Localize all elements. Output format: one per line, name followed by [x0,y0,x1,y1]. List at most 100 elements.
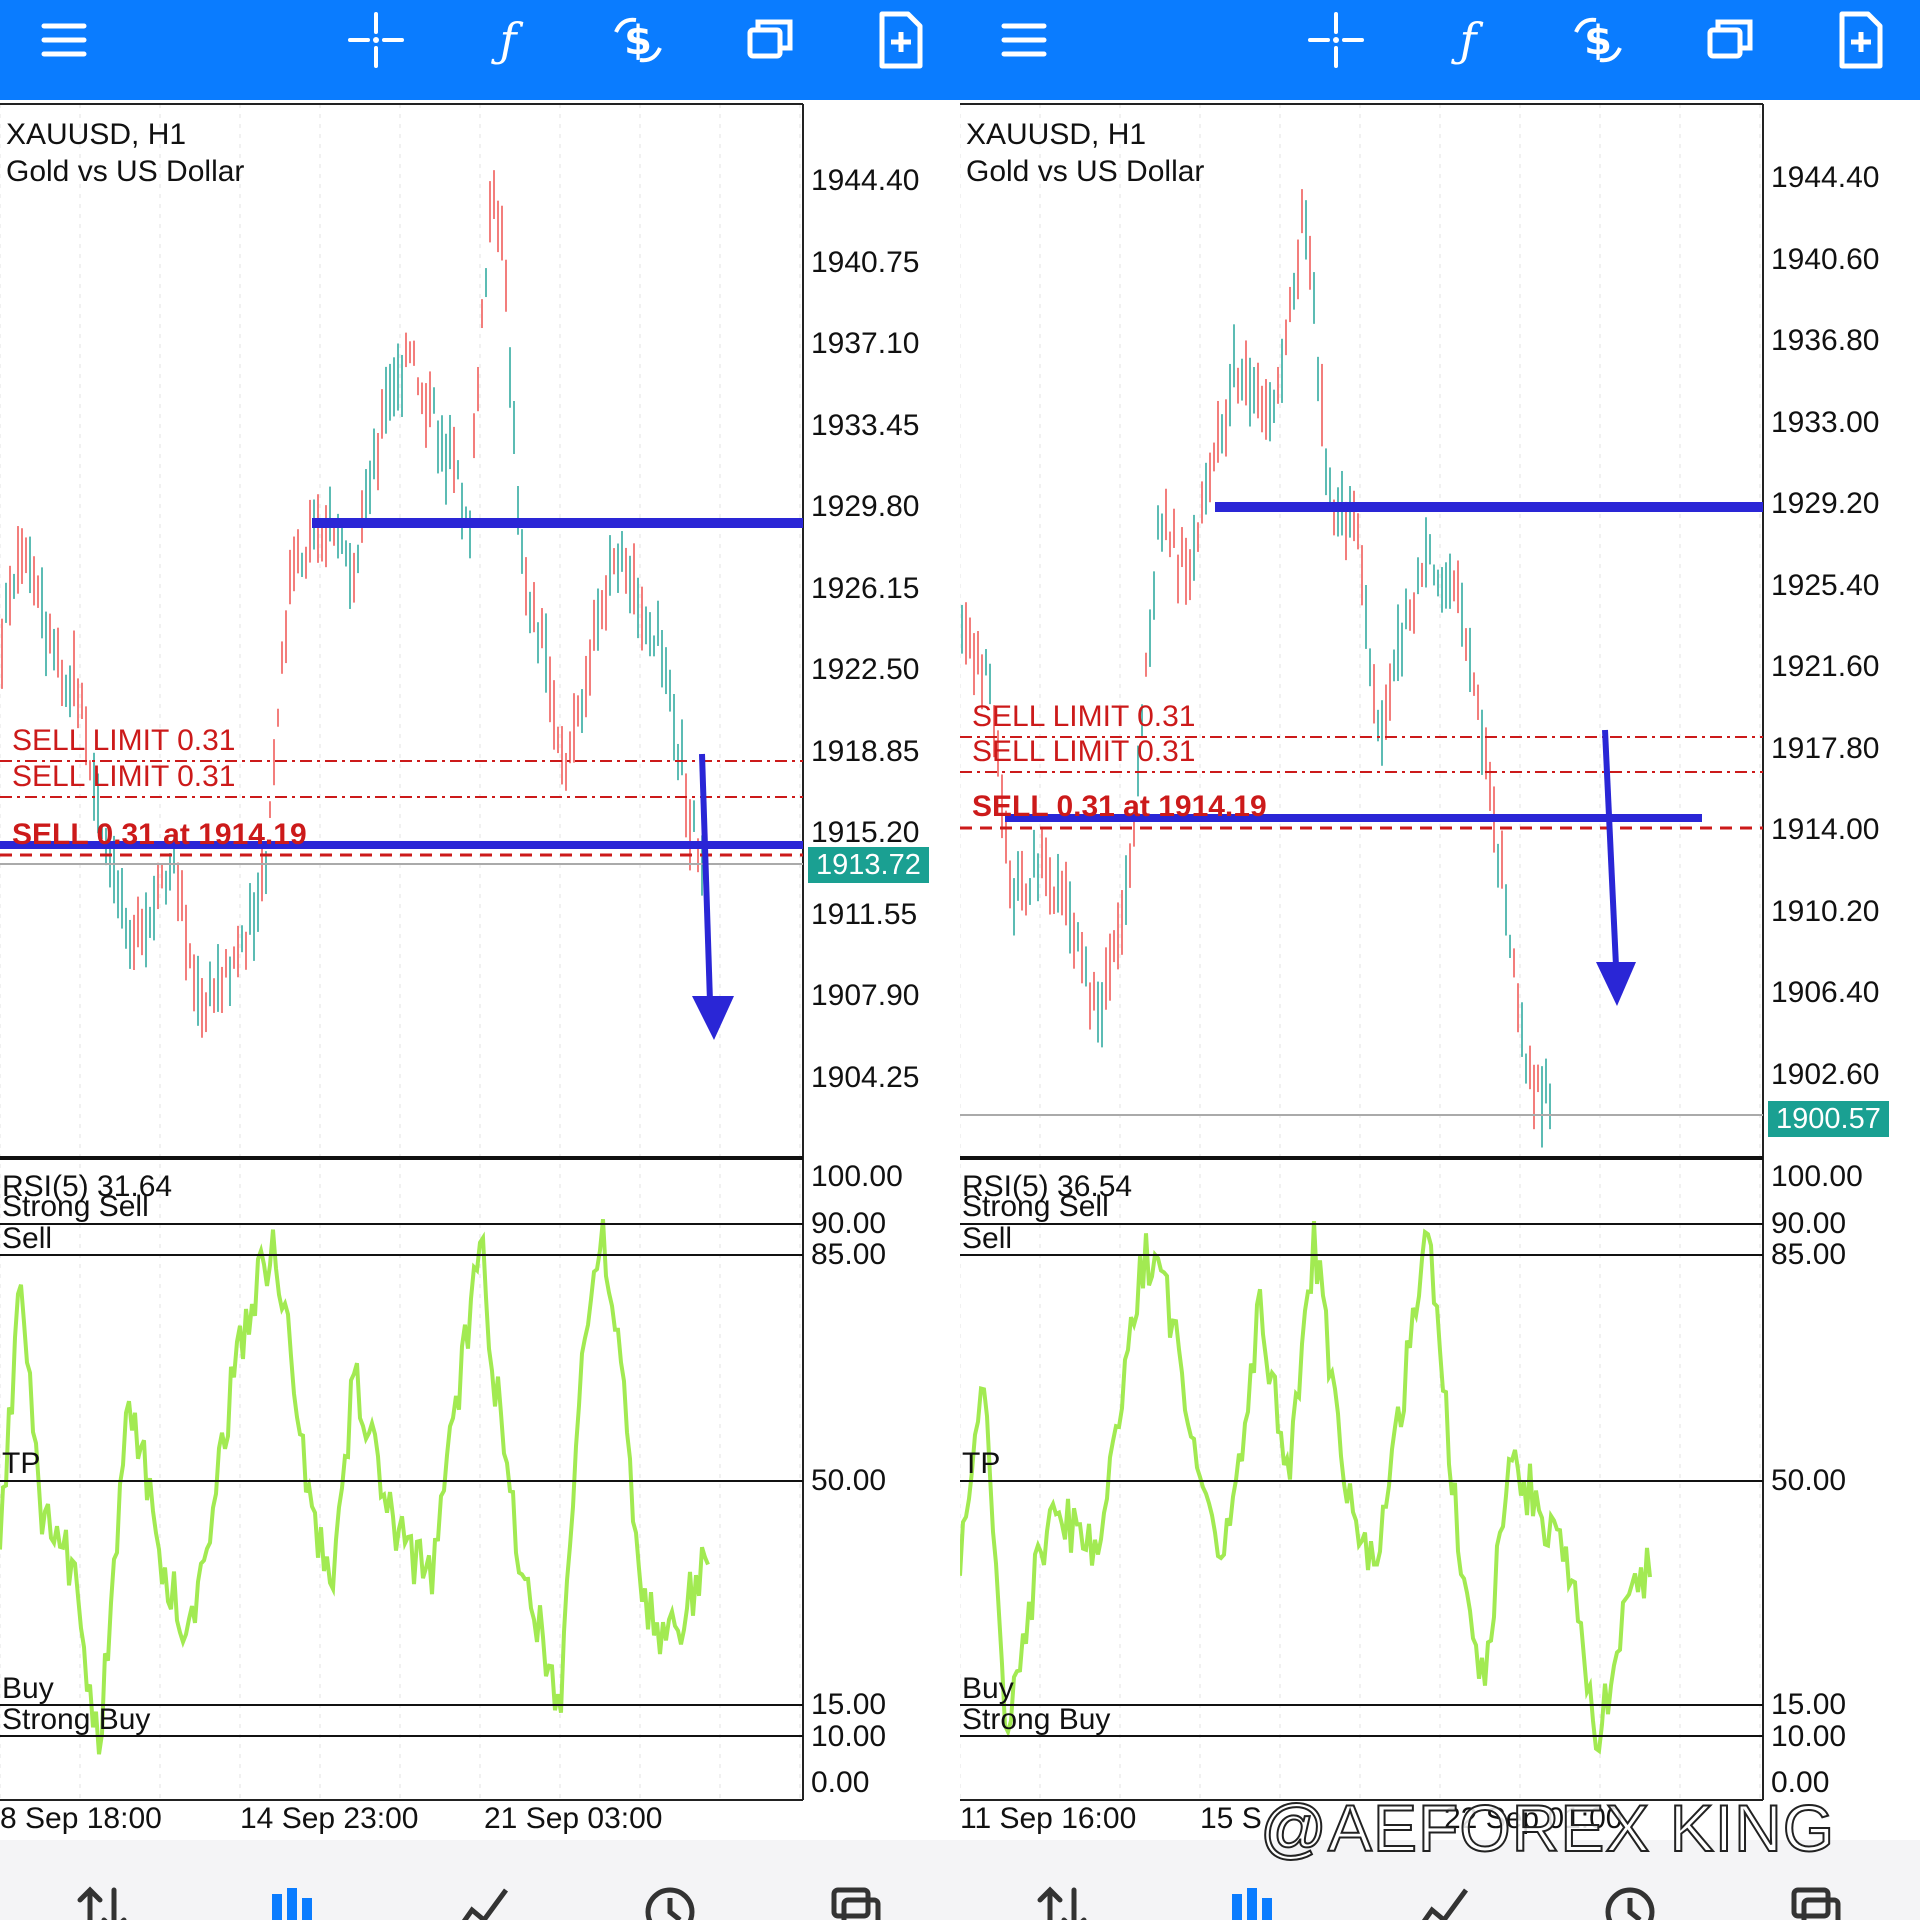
order-label-sell[interactable]: SELL 0.31 at 1914.19 [972,790,1267,823]
trade-icon[interactable]: $ [1568,10,1628,70]
order-label-sell[interactable]: SELL 0.31 at 1914.19 [12,818,307,851]
trade-icon[interactable]: $ [608,10,668,70]
rsi-series [0,1219,710,1755]
rsi-series [960,1221,1652,1755]
menu-icon[interactable] [994,10,1054,70]
price-tick: 1904.25 [811,1061,920,1094]
rsi-axis-tick: 10.00 [811,1720,887,1753]
rsi-level-label: Sell [962,1222,1013,1255]
rsi-axis-tick: 0.00 [811,1766,870,1799]
rsi-axis-tick: 85.00 [811,1238,887,1271]
price-tick: 1944.40 [1771,161,1880,194]
price-tick: 1917.80 [1771,732,1880,765]
chart-icon[interactable] [262,1880,322,1920]
price-tick: 1940.60 [1771,243,1880,276]
rsi-title: RSI(5) 36.54 [962,1170,1133,1203]
chart-pane-right[interactable]: ƒ $ [960,0,1920,1920]
trade-icon[interactable] [1412,1880,1472,1920]
symbol-label: XAUUSD, H1 [966,118,1147,151]
rsi-level-label: Strong Buy [2,1703,151,1736]
down-arrow [1602,729,1619,967]
crosshair-icon[interactable] [346,10,406,70]
rsi-level-label: Strong Sell [962,1190,1109,1223]
menu-icon[interactable] [34,10,94,70]
price-tick: 1914.00 [1771,813,1880,846]
price-tick: 1902.60 [1771,1058,1880,1091]
indicators-icon[interactable]: ƒ [499,13,517,67]
price-tick: 1929.20 [1771,487,1880,520]
rsi-axis-tick: 90.00 [811,1207,887,1240]
crosshair-icon[interactable] [1306,10,1366,70]
price-tick: 1910.20 [1771,895,1880,928]
rsi-level-label: Buy [2,1672,54,1705]
price-candles [1,170,703,1038]
windows-icon[interactable] [740,10,800,70]
rsi-axis-tick: 100.00 [811,1160,903,1193]
price-tick: 1921.60 [1771,650,1880,683]
rsi-axis-tick: 50.00 [811,1464,887,1497]
rsi-axis-tick: 15.00 [1771,1688,1847,1721]
chart-grid [960,104,1761,1800]
chart-pane-left[interactable]: ƒ $ [0,0,960,1920]
top-toolbar: ƒ $ [960,0,1920,100]
price-candles [961,189,1551,1148]
svg-text:$: $ [624,18,652,64]
new-order-icon[interactable] [870,10,930,70]
current-price-badge: 1900.57 [1768,1101,1889,1137]
messages-icon[interactable] [1786,1880,1846,1920]
rsi-axis-tick: 15.00 [811,1688,887,1721]
price-tick: 1907.90 [811,979,920,1012]
price-tick: 1933.45 [811,409,920,442]
history-icon[interactable] [1600,1880,1660,1920]
price-tick: 1911.55 [811,898,918,931]
price-chart[interactable] [0,0,960,1920]
chart-frame [960,103,1764,1801]
symbol-label: XAUUSD, H1 [6,118,187,151]
rsi-axis-tick: 100.00 [1771,1160,1863,1193]
time-tick: 22 Sep 01:00 [1444,1802,1623,1835]
rsi-line [0,1219,710,1755]
new-order-icon[interactable] [1830,10,1890,70]
rsi-level-label: TP [2,1447,41,1480]
price-tick: 1937.10 [811,327,920,360]
price-tick: 1926.15 [811,572,920,605]
rsi-line [960,1221,1652,1755]
rsi-level-label: Strong Buy [962,1703,1111,1736]
rsi-level-label: Sell [2,1222,53,1255]
chart-icon[interactable] [1222,1880,1282,1920]
trade-icon[interactable] [452,1880,512,1920]
price-tick: 1915.20 [811,816,920,849]
down-arrow [699,753,713,1003]
order-label-sell-limit[interactable]: SELL LIMIT 0.31 [972,700,1196,733]
rsi-axis-tick: 0.00 [1771,1766,1830,1799]
messages-icon[interactable] [826,1880,886,1920]
time-tick: 14 Sep 23:00 [240,1802,419,1835]
indicators-icon[interactable]: ƒ [1459,13,1477,67]
price-tick: 1944.40 [811,164,920,197]
price-chart[interactable] [960,0,1920,1920]
quotes-icon[interactable] [1032,1880,1092,1920]
order-label-sell-limit[interactable]: SELL LIMIT 0.31 [12,760,236,793]
price-tick: 1936.80 [1771,324,1880,357]
price-tick: 1933.00 [1771,406,1880,439]
rsi-level-label: TP [962,1447,1001,1480]
rsi-level-label: Strong Sell [2,1190,149,1223]
order-label-sell-limit[interactable]: SELL LIMIT 0.31 [12,724,236,757]
current-price-badge: 1913.72 [808,847,929,883]
rsi-levels [960,1223,1763,1737]
price-tick: 1918.85 [811,735,920,768]
rsi-axis-tick: 90.00 [1771,1207,1847,1240]
rsi-axis-tick: 10.00 [1771,1720,1847,1753]
rsi-axis-tick: 85.00 [1771,1238,1847,1271]
windows-icon[interactable] [1700,10,1760,70]
rsi-title: RSI(5) 31.64 [2,1170,173,1203]
time-tick: 8 Sep 18:00 [0,1802,162,1835]
rsi-axis-tick: 50.00 [1771,1464,1847,1497]
watermark-text: @AEFOREX KING [1259,1790,1836,1866]
history-icon[interactable] [640,1880,700,1920]
order-label-sell-limit[interactable]: SELL LIMIT 0.31 [972,735,1196,768]
svg-text:$: $ [1584,18,1612,64]
price-tick: 1929.80 [811,490,920,523]
rsi-levels [0,1223,803,1737]
quotes-icon[interactable] [72,1880,132,1920]
